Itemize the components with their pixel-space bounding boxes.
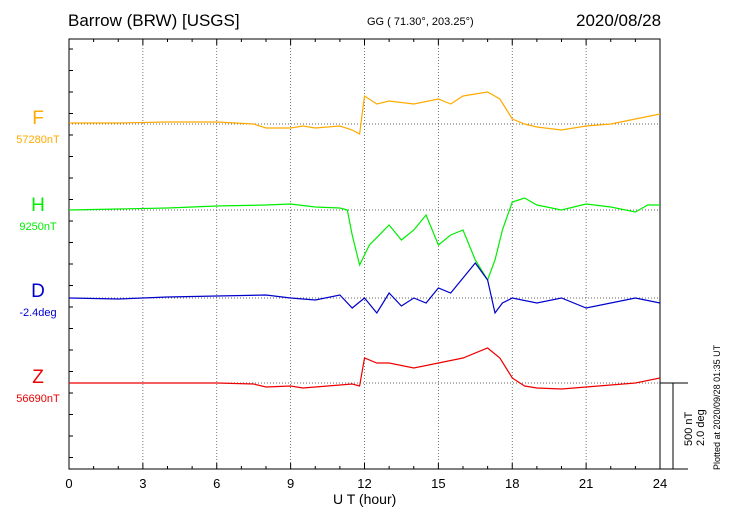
series-line-D xyxy=(68,262,661,315)
x-tick-label-0: 0 xyxy=(65,476,72,491)
x-tick-label-12: 12 xyxy=(357,476,371,491)
date-label: 2020/08/28 xyxy=(576,11,662,30)
scale-nt-label: 500 nT xyxy=(683,411,695,446)
series-baseline-label-H: 9250nT xyxy=(19,221,57,233)
series-line-Z xyxy=(69,347,661,390)
x-tick-label-18: 18 xyxy=(505,476,519,491)
plotted-timestamp: Plotted at 2020/09/28 01:35 UT xyxy=(712,344,722,470)
series-letter-H: H xyxy=(31,195,45,216)
coordinates-label: GG ( 71.30°, 203.25°) xyxy=(367,16,474,28)
series-baseline-label-F: 57280nT xyxy=(16,134,60,146)
x-tick-label-15: 15 xyxy=(431,476,445,491)
series-letter-Z: Z xyxy=(32,367,44,388)
series-letter-F: F xyxy=(32,108,44,129)
x-tick-label-24: 24 xyxy=(653,476,667,491)
scale-deg-label: 2.0 deg xyxy=(695,409,707,446)
x-tick-label-21: 21 xyxy=(579,476,593,491)
x-axis-label: U T (hour) xyxy=(333,491,397,507)
x-tick-label-9: 9 xyxy=(287,476,294,491)
series-baseline-label-D: -2.4deg xyxy=(19,307,56,319)
series-line-F xyxy=(69,91,661,135)
x-tick-label-3: 3 xyxy=(139,476,146,491)
series-baseline-label-Z: 56690nT xyxy=(16,393,60,405)
series-line-H xyxy=(68,197,660,282)
series-letter-D: D xyxy=(31,281,45,302)
station-title: Barrow (BRW) [USGS] xyxy=(68,11,240,30)
x-tick-label-6: 6 xyxy=(213,476,220,491)
